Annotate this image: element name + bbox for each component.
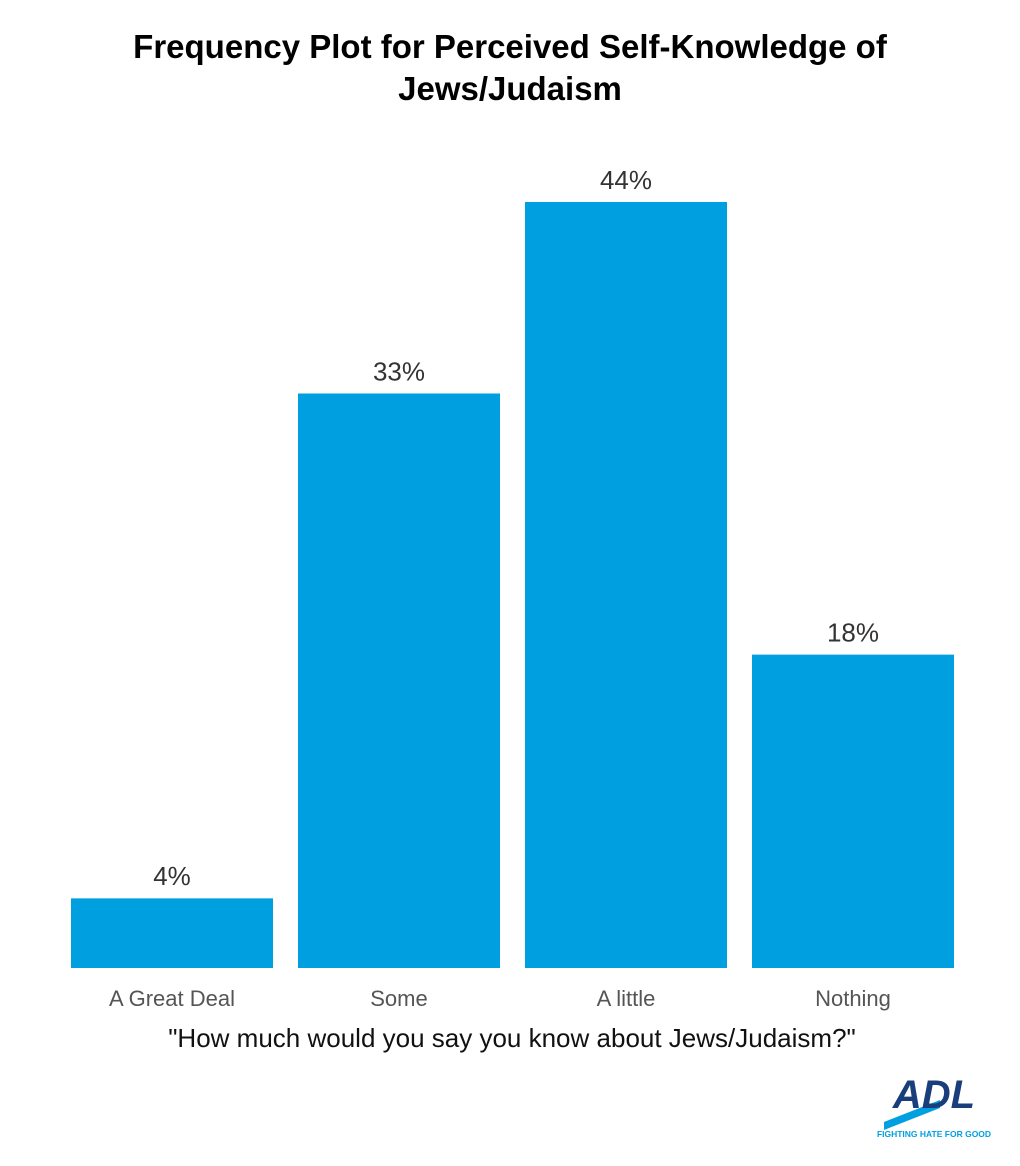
x-tick-label: Nothing — [815, 986, 891, 1011]
value-label: 33% — [373, 356, 425, 386]
logo-text: ADL — [892, 1073, 975, 1117]
bar — [752, 654, 954, 968]
bar — [71, 898, 273, 968]
logo-swoosh — [884, 1100, 940, 1130]
bar — [298, 393, 500, 968]
logo: ADL FIGHTING HATE FOR GOOD — [877, 1073, 991, 1139]
value-label: 4% — [153, 861, 191, 891]
x-axis-label: "How much would you say you know about J… — [168, 1023, 856, 1053]
chart-title: Frequency Plot for Perceived Self-Knowle… — [133, 28, 887, 107]
x-tick-label: A little — [597, 986, 656, 1011]
bar — [525, 202, 727, 968]
x-tick-label: A Great Deal — [109, 986, 235, 1011]
value-label: 18% — [827, 618, 879, 648]
value-label: 44% — [600, 165, 652, 195]
logo-tagline: FIGHTING HATE FOR GOOD — [877, 1129, 991, 1139]
x-tick-label: Some — [370, 986, 427, 1011]
